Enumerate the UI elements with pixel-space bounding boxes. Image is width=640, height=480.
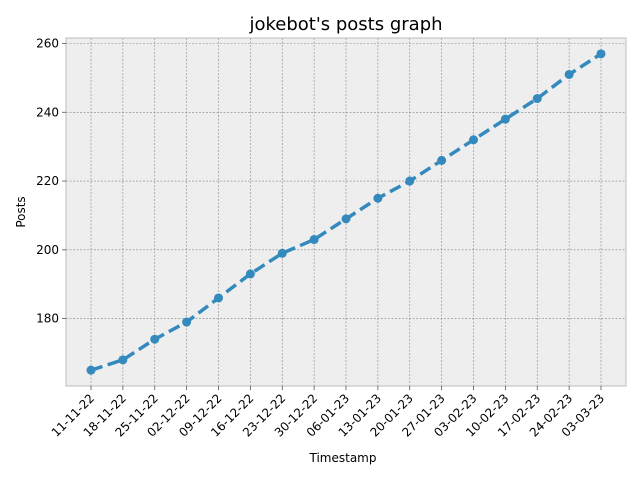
data-point [182, 317, 192, 327]
data-point [564, 69, 574, 79]
data-point [341, 214, 351, 224]
data-point [437, 155, 447, 165]
data-point [277, 248, 287, 258]
data-point [596, 49, 606, 59]
data-point [245, 269, 255, 279]
chart-title: jokebot's posts graph [248, 14, 442, 35]
data-point [500, 114, 510, 124]
y-axis-label: Posts [14, 196, 28, 227]
y-tick-label: 200 [36, 243, 59, 257]
data-point [309, 235, 319, 245]
data-point [214, 293, 223, 303]
y-tick-label: 220 [36, 174, 59, 188]
data-point [150, 334, 160, 344]
data-point [118, 355, 128, 365]
data-point [405, 176, 415, 186]
y-tick-label: 260 [36, 37, 59, 51]
x-axis-label: Timestamp [309, 451, 377, 465]
data-point [373, 193, 383, 203]
y-tick-label: 180 [36, 312, 59, 326]
data-point [469, 135, 478, 145]
data-point [86, 365, 96, 375]
series-layer [86, 49, 606, 375]
data-point [532, 94, 542, 104]
grid [66, 38, 626, 386]
y-tick-label: 240 [36, 105, 59, 119]
